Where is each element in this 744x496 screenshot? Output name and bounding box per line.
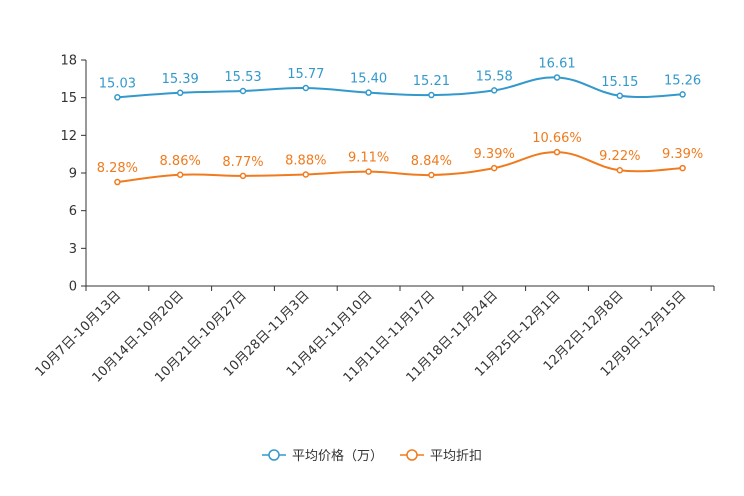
data-point[interactable] <box>428 91 435 99</box>
y-tick-label: 6 <box>69 204 77 219</box>
data-label: 8.88% <box>285 154 326 169</box>
axes-group: 036912151810月7日-10月13日10月14日-10月20日10月21… <box>33 54 715 386</box>
legend-label: 平均价格（万） <box>292 448 383 464</box>
series-1: 15.03 15.39 15.53 15.77 15.40 15.21 15.58 16.61… <box>99 56 701 101</box>
data-point[interactable] <box>679 91 686 98</box>
y-tick-label: 15 <box>60 91 77 106</box>
data-label: 9.11% <box>348 151 389 166</box>
data-point[interactable] <box>302 171 310 178</box>
y-tick-label: 3 <box>69 242 77 257</box>
series-group: 15.03 15.39 15.53 15.77 15.40 15.21 15.58 16.61… <box>97 56 703 186</box>
y-tick-label: 12 <box>60 129 77 144</box>
data-point[interactable] <box>553 148 561 156</box>
y-tick-label: 9 <box>69 167 77 182</box>
data-label: 9.39% <box>662 147 703 162</box>
legend-label: 平均折扣 <box>430 449 482 464</box>
data-label: 15.53 <box>224 70 261 85</box>
data-label: 15.77 <box>287 67 324 82</box>
legend-marker-icon <box>268 449 280 461</box>
data-label: 15.26 <box>664 73 701 88</box>
data-label: 15.03 <box>99 76 136 91</box>
data-point[interactable] <box>239 87 247 95</box>
data-label: 8.86% <box>160 154 201 169</box>
data-label: 8.84% <box>411 154 452 169</box>
data-label: 15.39 <box>162 72 199 87</box>
data-point[interactable] <box>616 92 624 100</box>
legend[interactable]: 平均价格（万） 平均折扣 <box>262 448 482 464</box>
series-2: 8.28% 8.86% 8.77% 8.88% 9.11% 8.84% 9.39% 10.66… <box>97 131 703 186</box>
data-point[interactable] <box>490 87 498 94</box>
data-label: 8.77% <box>222 155 263 170</box>
series-line <box>117 76 683 99</box>
legend-marker-icon <box>406 449 418 461</box>
data-point[interactable] <box>114 94 121 101</box>
legend-item-1[interactable]: 平均价格（万） <box>262 448 383 464</box>
data-label: 15.58 <box>476 69 513 84</box>
data-label: 8.28% <box>97 161 138 176</box>
data-label: 15.40 <box>350 72 387 87</box>
data-point[interactable] <box>616 166 624 174</box>
data-point[interactable] <box>176 171 184 179</box>
data-point[interactable] <box>553 74 561 81</box>
data-label: 16.61 <box>538 56 575 71</box>
data-label: 15.21 <box>413 74 450 89</box>
data-point[interactable] <box>176 89 184 97</box>
data-point[interactable] <box>679 164 686 172</box>
data-point[interactable] <box>114 178 121 186</box>
data-label: 15.15 <box>601 75 638 90</box>
data-point[interactable] <box>365 89 372 96</box>
data-label: 9.39% <box>474 147 515 162</box>
data-label: 9.22% <box>599 149 640 164</box>
data-point[interactable] <box>428 171 435 179</box>
data-point[interactable] <box>302 84 310 92</box>
y-tick-label: 18 <box>60 54 77 69</box>
data-point[interactable] <box>239 172 247 180</box>
data-point[interactable] <box>365 168 372 175</box>
series-line <box>117 151 683 184</box>
legend-item-2[interactable]: 平均折扣 <box>400 449 482 464</box>
y-tick-label: 0 <box>69 280 77 295</box>
data-label: 10.66% <box>532 131 582 146</box>
data-point[interactable] <box>490 164 498 172</box>
